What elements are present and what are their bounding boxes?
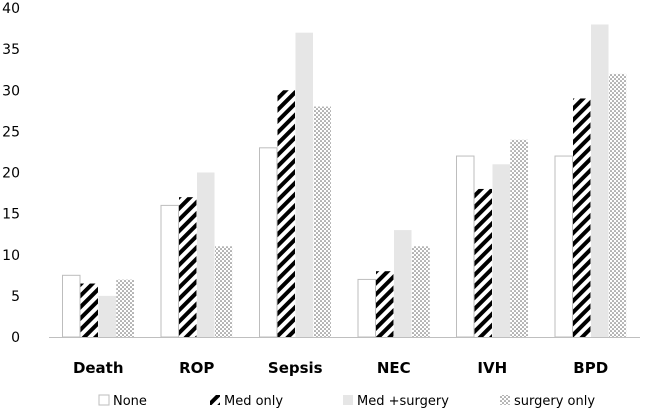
y-tick-label: 10 xyxy=(2,248,20,264)
bar-med-only-rop xyxy=(179,197,197,337)
x-tick-label: NEC xyxy=(377,359,411,377)
x-tick-label: BPD xyxy=(573,359,608,377)
x-tick-label: Death xyxy=(73,359,124,377)
legend: None Med only Med +surgery surgery only xyxy=(98,394,595,408)
legend-item-med-surgery: Med +surgery xyxy=(343,394,449,408)
bar-med-surgery-ivh xyxy=(492,164,510,337)
legend-label: Med only xyxy=(224,394,283,408)
bar-none-ivh xyxy=(456,155,475,338)
bars xyxy=(62,24,627,338)
bar-med-surgery-rop xyxy=(197,172,215,337)
bar-none-death xyxy=(62,274,81,338)
y-tick-label: 0 xyxy=(11,330,20,346)
bar-med-only-ivh xyxy=(474,188,492,337)
bar-none-bpd xyxy=(554,155,573,338)
bar-none-rop xyxy=(160,204,179,338)
y-axis: 0 5 10 15 20 25 30 35 40 xyxy=(2,1,20,346)
y-tick-label: 15 xyxy=(2,207,20,223)
bar-med-only-bpd xyxy=(573,98,591,337)
legend-swatch xyxy=(98,394,110,406)
x-tick-label: Sepsis xyxy=(268,359,323,377)
bar-med-only-death xyxy=(80,283,98,337)
bar-surgery-only-bpd xyxy=(609,73,627,338)
bar-surgery-only-ivh xyxy=(510,139,528,337)
bar-surgery-only-sepsis xyxy=(313,106,331,337)
legend-label: None xyxy=(113,394,147,408)
x-tick-label: ROP xyxy=(179,359,214,377)
bar-surgery-only-death xyxy=(116,279,134,337)
legend-label: Med +surgery xyxy=(357,394,449,408)
bar-none-nec xyxy=(357,278,376,338)
legend-swatch xyxy=(343,395,353,405)
legend-label: surgery only xyxy=(514,394,595,408)
bar-med-surgery-death xyxy=(98,295,116,337)
legend-item-med-only: Med only xyxy=(210,394,283,408)
legend-item-none: None xyxy=(98,394,147,408)
bar-surgery-only-rop xyxy=(215,246,233,337)
legend-swatch xyxy=(210,395,220,405)
bar-med-surgery-bpd xyxy=(591,24,609,337)
x-tick-label: IVH xyxy=(477,359,507,377)
legend-swatch xyxy=(500,395,510,405)
y-tick-label: 25 xyxy=(2,124,20,140)
bar-med-surgery-nec xyxy=(394,230,412,337)
legend-item-surgery-only: surgery only xyxy=(500,394,595,408)
y-tick-label: 35 xyxy=(2,42,20,58)
y-tick-label: 20 xyxy=(2,166,20,182)
x-axis: Death ROP Sepsis NEC IVH BPD xyxy=(49,337,640,377)
bar-med-surgery-sepsis xyxy=(295,32,313,338)
y-tick-label: 30 xyxy=(2,83,20,99)
bar-none-sepsis xyxy=(259,147,278,338)
bar-med-only-nec xyxy=(376,271,394,337)
y-tick-label: 40 xyxy=(2,1,20,17)
y-tick-label: 5 xyxy=(11,289,20,305)
bar-med-only-sepsis xyxy=(277,90,295,337)
bar-surgery-only-nec xyxy=(412,246,430,337)
